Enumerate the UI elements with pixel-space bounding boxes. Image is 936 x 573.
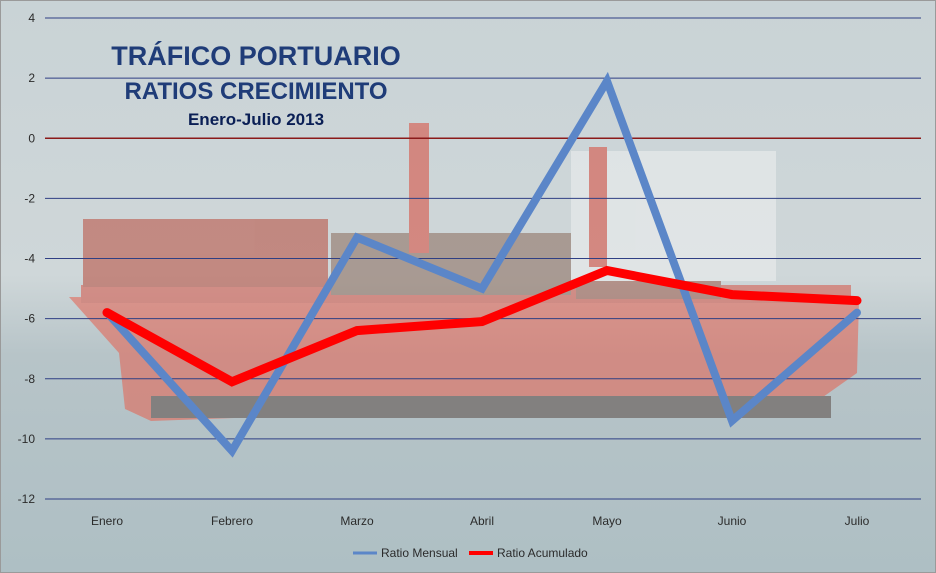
y-tick-label: -6 xyxy=(24,312,35,326)
series-lines xyxy=(102,71,862,458)
container-stack-1 xyxy=(83,219,328,287)
y-tick-label: -10 xyxy=(18,432,36,446)
chart-titles: TRÁFICO PORTUARIO RATIOS CRECIMIENTO Ene… xyxy=(111,40,401,129)
crane-1 xyxy=(409,123,429,253)
x-tick-label: Febrero xyxy=(211,514,253,528)
x-axis-labels: Enero Febrero Marzo Abril Mayo Junio Julio xyxy=(91,514,870,528)
x-tick-label: Mayo xyxy=(592,514,622,528)
crane-2 xyxy=(589,147,607,267)
x-tick-label: Marzo xyxy=(340,514,374,528)
chart-period: Enero-Julio 2013 xyxy=(188,110,324,129)
y-tick-label: 0 xyxy=(28,131,35,145)
x-tick-label: Enero xyxy=(91,514,123,528)
y-tick-label: 2 xyxy=(28,71,35,85)
x-tick-label: Junio xyxy=(718,514,747,528)
legend-label: Ratio Mensual xyxy=(381,546,458,560)
legend-label: Ratio Acumulado xyxy=(497,546,588,560)
x-tick-label: Abril xyxy=(470,514,494,528)
chart-subtitle: RATIOS CRECIMIENTO xyxy=(124,78,387,105)
y-tick-label: -2 xyxy=(24,191,35,205)
y-tick-label: 4 xyxy=(28,11,35,25)
y-tick-label: -12 xyxy=(18,492,36,506)
ship-waterline xyxy=(151,396,831,418)
legend: Ratio Mensual Ratio Acumulado xyxy=(353,546,588,560)
ship-illustration xyxy=(69,123,859,421)
x-tick-label: Julio xyxy=(845,514,870,528)
y-tick-label: -4 xyxy=(24,252,35,266)
y-tick-label: -8 xyxy=(24,372,35,386)
chart-title: TRÁFICO PORTUARIO xyxy=(111,40,401,71)
grid-lines xyxy=(45,17,921,500)
y-axis-labels: 4 2 0 -2 -4 -6 -8 -10 -12 xyxy=(18,11,36,506)
